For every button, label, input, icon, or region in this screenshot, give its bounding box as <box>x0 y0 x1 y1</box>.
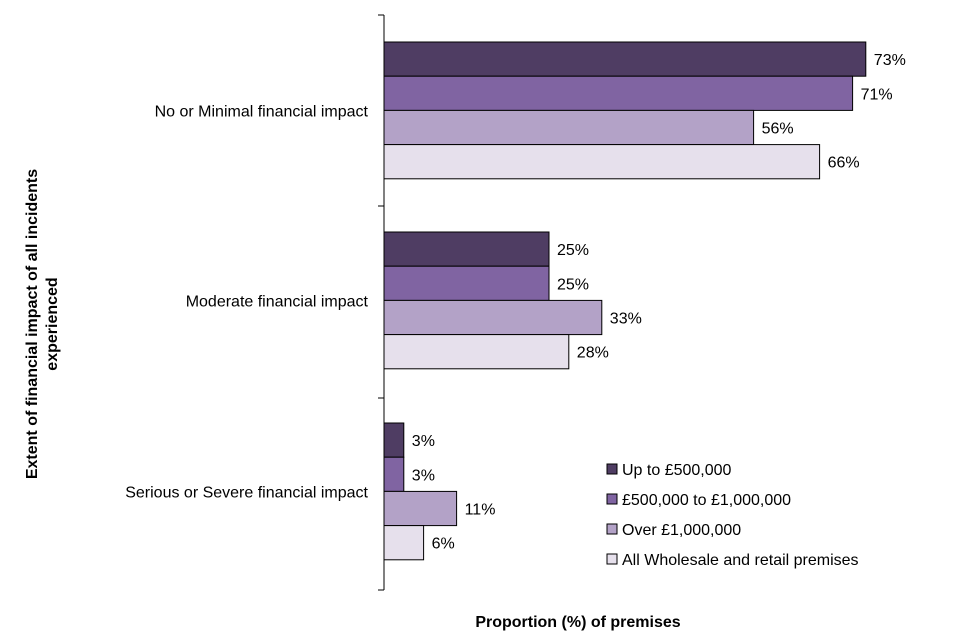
bar <box>383 265 550 301</box>
bar <box>383 456 405 492</box>
y-axis <box>378 14 385 591</box>
y-axis-title-line-1: Extent of financial impact of all incide… <box>24 169 41 479</box>
legend-swatch <box>606 553 618 565</box>
category-label: Serious or Severe financial impact <box>125 484 368 501</box>
bar <box>383 109 755 146</box>
bar <box>383 422 405 458</box>
bar <box>383 490 458 527</box>
data-label: 28% <box>577 345 609 362</box>
data-label: 6% <box>432 536 455 553</box>
data-label: 3% <box>412 467 435 484</box>
data-label: 25% <box>557 242 589 259</box>
bar <box>383 334 570 370</box>
value-labels-group: 73% 71% 56% 66% 25% 25% 33%28% 3% 3% 11% 6% <box>412 52 906 553</box>
data-label: 66% <box>828 155 860 172</box>
data-label: 73% <box>874 52 906 69</box>
bar <box>383 41 867 77</box>
data-label: 71% <box>861 86 893 103</box>
legend: Up to £500,000 £500,000 to £1,000,000 Over… <box>606 462 859 569</box>
bar <box>383 231 550 267</box>
bar <box>383 75 854 111</box>
category-label: Moderate financial impact <box>186 293 369 310</box>
bar <box>383 525 425 561</box>
data-label: 33% <box>610 311 642 328</box>
legend-label: All Wholesale and retail premises <box>622 552 859 569</box>
legend-swatch <box>606 493 618 505</box>
x-axis-title: Proportion (%) of premises <box>475 614 680 631</box>
category-label: No or Minimal financial impact <box>155 103 369 120</box>
data-label: 11% <box>465 502 496 519</box>
bars-group <box>383 41 867 561</box>
category-labels-group: No or Minimal financial impact Moderate f… <box>125 103 368 501</box>
data-label: 25% <box>557 276 589 293</box>
legend-label: £500,000 to £1,000,000 <box>622 492 791 509</box>
bar <box>383 144 821 180</box>
y-axis-title-line-2: experienced <box>44 277 61 370</box>
bar <box>383 299 603 336</box>
data-label: 3% <box>412 433 435 450</box>
data-label: 56% <box>762 121 794 138</box>
legend-label: Up to £500,000 <box>622 462 732 479</box>
legend-label: Over £1,000,000 <box>622 522 741 539</box>
legend-swatch <box>606 523 618 535</box>
legend-swatch <box>606 463 618 475</box>
